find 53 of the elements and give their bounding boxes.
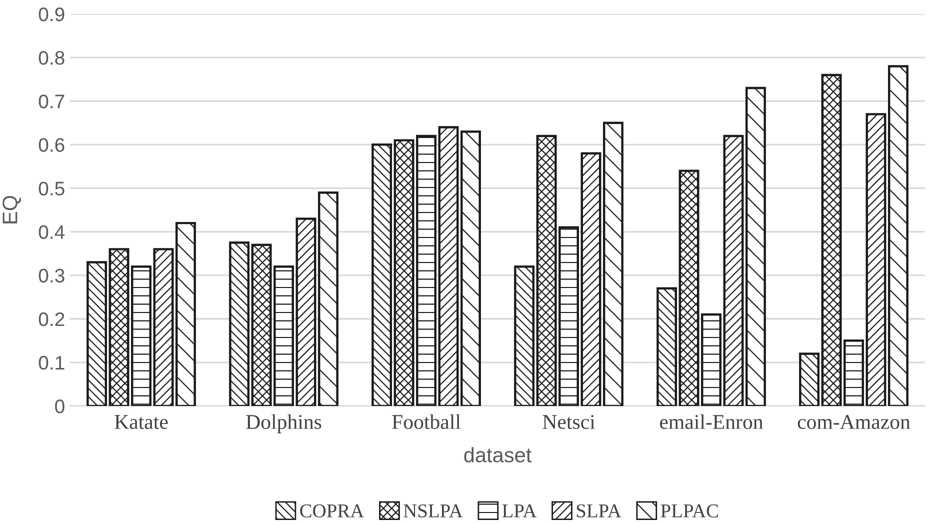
bar <box>536 134 557 406</box>
bar <box>394 139 414 406</box>
bar <box>723 134 744 406</box>
y-tick-label: 0.8 <box>38 51 64 65</box>
bar <box>416 134 436 406</box>
bar <box>888 65 908 406</box>
legend-label: PLPAC <box>660 504 718 518</box>
bar <box>86 261 108 406</box>
bar <box>131 266 152 406</box>
x-tick-label: Netsci <box>542 414 595 429</box>
y-tick-label: 0.1 <box>38 356 64 370</box>
legend-label: SLPA <box>576 504 622 518</box>
bar <box>438 126 459 406</box>
bar <box>745 86 766 406</box>
bar <box>866 113 886 406</box>
x-tick-label: com-Amazon <box>798 415 910 429</box>
bar <box>460 130 481 406</box>
x-tick-label: Dolphins <box>246 414 322 434</box>
bar <box>372 144 392 406</box>
bar <box>153 248 174 406</box>
y-axis-title: EQ <box>2 196 22 224</box>
y-tick-label: 0.3 <box>38 268 64 283</box>
legend-label: COPRA <box>300 504 364 518</box>
legend-label: LPA <box>502 504 537 518</box>
bar <box>656 287 678 406</box>
y-tick-label: 0.4 <box>38 225 65 240</box>
x-tick-label: Football <box>392 414 461 429</box>
y-tick-label: 0.9 <box>38 7 64 22</box>
legend-label: NSLPA <box>404 504 463 518</box>
bar <box>678 170 700 406</box>
y-tick-label: 0.2 <box>38 312 64 326</box>
bar <box>229 242 250 406</box>
bar <box>558 226 579 406</box>
bar <box>175 222 196 406</box>
y-tick-label: 0.5 <box>38 182 64 196</box>
bar <box>799 352 820 406</box>
bar <box>602 122 624 406</box>
x-tick-label: email-Enron <box>660 414 763 429</box>
bar <box>514 266 535 406</box>
bar <box>108 248 130 406</box>
bar <box>318 191 338 406</box>
bar <box>274 266 294 406</box>
y-tick-label: 0 <box>55 399 64 414</box>
bar <box>251 244 272 406</box>
y-tick-label: 0.7 <box>38 94 64 108</box>
bar <box>844 340 864 406</box>
bar <box>580 152 602 406</box>
y-tick-label: 0.6 <box>38 138 64 152</box>
x-axis-title: dataset <box>464 447 532 462</box>
bar <box>701 313 722 406</box>
bar <box>296 218 316 406</box>
bar <box>821 74 842 406</box>
x-tick-label: Katate <box>114 415 168 429</box>
